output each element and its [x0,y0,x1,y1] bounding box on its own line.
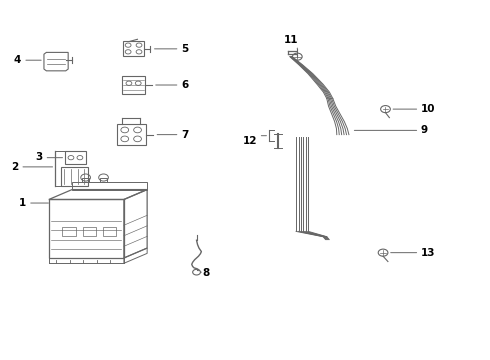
Text: 11: 11 [284,35,299,45]
Text: 3: 3 [36,152,43,162]
Text: 8: 8 [202,268,210,278]
Text: 1: 1 [19,198,26,208]
Text: 6: 6 [181,80,188,90]
Text: 2: 2 [11,162,18,172]
Text: 13: 13 [420,248,435,258]
Text: 7: 7 [181,130,189,140]
Text: 12: 12 [243,136,258,146]
Text: 10: 10 [420,104,435,114]
Text: 4: 4 [14,55,21,65]
Text: 9: 9 [420,125,427,135]
Text: 5: 5 [181,44,188,54]
